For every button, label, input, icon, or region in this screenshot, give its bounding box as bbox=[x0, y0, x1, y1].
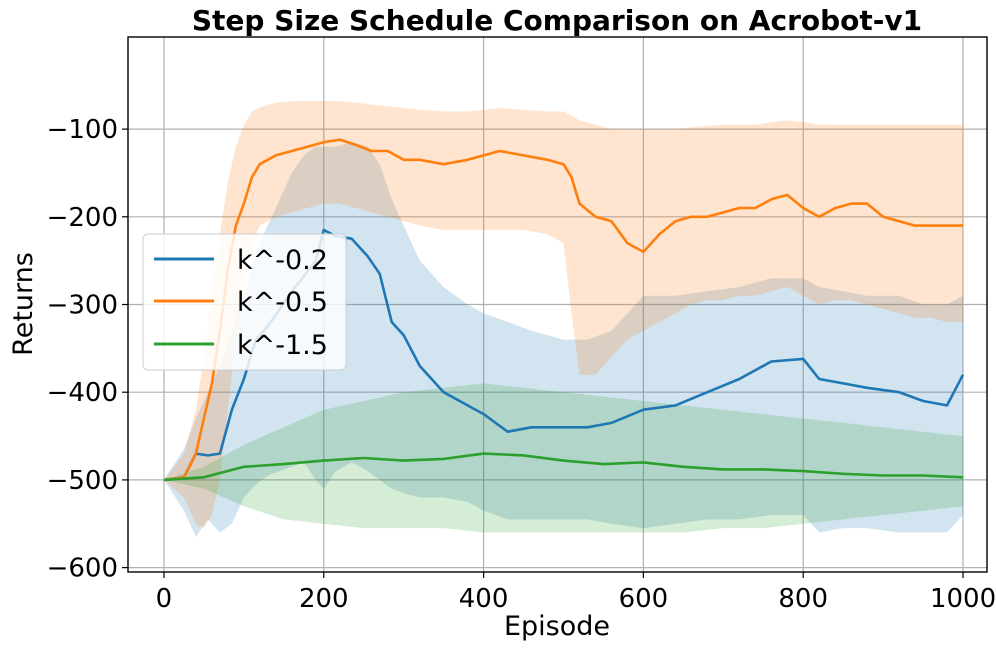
series-k15-line bbox=[163, 452, 964, 482]
y-tick-label: −300 bbox=[47, 291, 118, 321]
y-axis-title: Returns bbox=[8, 252, 39, 356]
y-tick-label: −600 bbox=[47, 554, 118, 584]
series-k05-line bbox=[163, 138, 963, 482]
axis-ticks: 0 200 400 600 800 1000 −100 −200 −300 −400 −500 −60… bbox=[47, 115, 996, 614]
series-k05-band bbox=[164, 101, 963, 529]
legend-label-k15: k^-1.5 bbox=[237, 330, 328, 361]
x-tick-label: 400 bbox=[459, 584, 509, 614]
x-tick-label: 800 bbox=[778, 584, 828, 614]
legend-box bbox=[142, 233, 347, 371]
series-k02-band bbox=[164, 142, 963, 537]
x-tick-label: 600 bbox=[619, 584, 669, 614]
x-tick-label: 1000 bbox=[930, 584, 996, 614]
x-tick-label: 0 bbox=[156, 584, 173, 614]
y-tick-label: −100 bbox=[47, 115, 118, 145]
legend-label-k02: k^-0.2 bbox=[237, 245, 328, 276]
legend: k^-0.2 k^-0.5 k^-1.5 bbox=[142, 233, 347, 371]
y-tick-label: −200 bbox=[47, 203, 118, 233]
y-tick-label: −400 bbox=[47, 378, 118, 408]
series-k15-band bbox=[164, 383, 963, 533]
confidence-bands bbox=[164, 101, 963, 537]
y-tick-label: −500 bbox=[47, 466, 118, 496]
x-tick-label: 200 bbox=[299, 584, 349, 614]
chart-title: Step Size Schedule Comparison on Acrobot… bbox=[192, 4, 922, 37]
x-axis-title: Episode bbox=[504, 611, 610, 642]
legend-label-k05: k^-0.5 bbox=[237, 287, 328, 318]
